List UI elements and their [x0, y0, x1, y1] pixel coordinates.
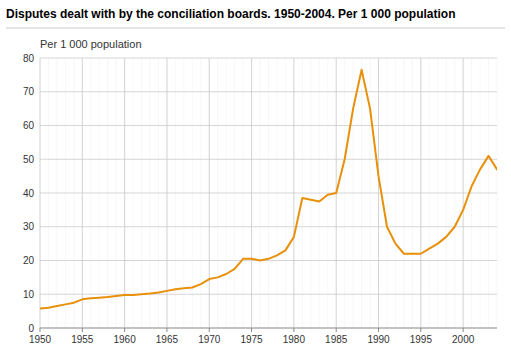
y-tick-label: 30 [23, 221, 35, 232]
x-tick-label: 1980 [283, 334, 306, 345]
y-axis-label: Per 1 000 population [40, 38, 142, 50]
x-tick-label: 1995 [410, 334, 433, 345]
x-tick [378, 328, 379, 332]
x-tick-label: 1990 [367, 334, 390, 345]
x-tick-label: 1950 [29, 334, 52, 345]
x-tick [40, 328, 41, 332]
y-tick-label: 20 [23, 255, 35, 266]
x-tick-label: 2000 [452, 334, 475, 345]
x-tick-label: 1970 [198, 334, 221, 345]
title-rule [6, 28, 505, 29]
x-tick [82, 328, 83, 332]
y-tick-label: 60 [23, 120, 35, 131]
y-grid-line [40, 58, 497, 59]
y-tick-label: 50 [23, 154, 35, 165]
x-tick-label: 1955 [71, 334, 94, 345]
x-tick-label: 1985 [325, 334, 348, 345]
y-tick-label: 0 [28, 323, 34, 334]
plot-area [40, 70, 497, 309]
x-tick [166, 328, 167, 332]
y-grid-line [40, 193, 497, 194]
y-grid-line [40, 328, 497, 329]
y-tick-label: 10 [23, 289, 35, 300]
chart: Disputes dealt with by the conciliation … [0, 0, 511, 356]
x-tick-label: 1965 [156, 334, 179, 345]
line [40, 70, 497, 309]
y-grid-line [40, 159, 497, 160]
x-tick-label: 1975 [240, 334, 263, 345]
x-axis-line [40, 328, 497, 329]
y-tick-label: 40 [23, 188, 35, 199]
x-tick [420, 328, 421, 332]
x-tick [251, 328, 252, 332]
y-grid-line [40, 91, 497, 92]
x-tick [209, 328, 210, 332]
y-grid-line [40, 260, 497, 261]
x-tick [124, 328, 125, 332]
y-tick-label: 80 [23, 53, 35, 64]
x-tick [463, 328, 464, 332]
grid [40, 58, 497, 328]
x-tick-label: 1960 [114, 334, 137, 345]
y-grid-line [40, 226, 497, 227]
x-tick [336, 328, 337, 332]
y-grid-line [40, 294, 497, 295]
y-tick-label: 70 [23, 86, 35, 97]
title: Disputes dealt with by the conciliation … [6, 7, 455, 21]
y-grid-line [40, 125, 497, 126]
x-tick [293, 328, 294, 332]
